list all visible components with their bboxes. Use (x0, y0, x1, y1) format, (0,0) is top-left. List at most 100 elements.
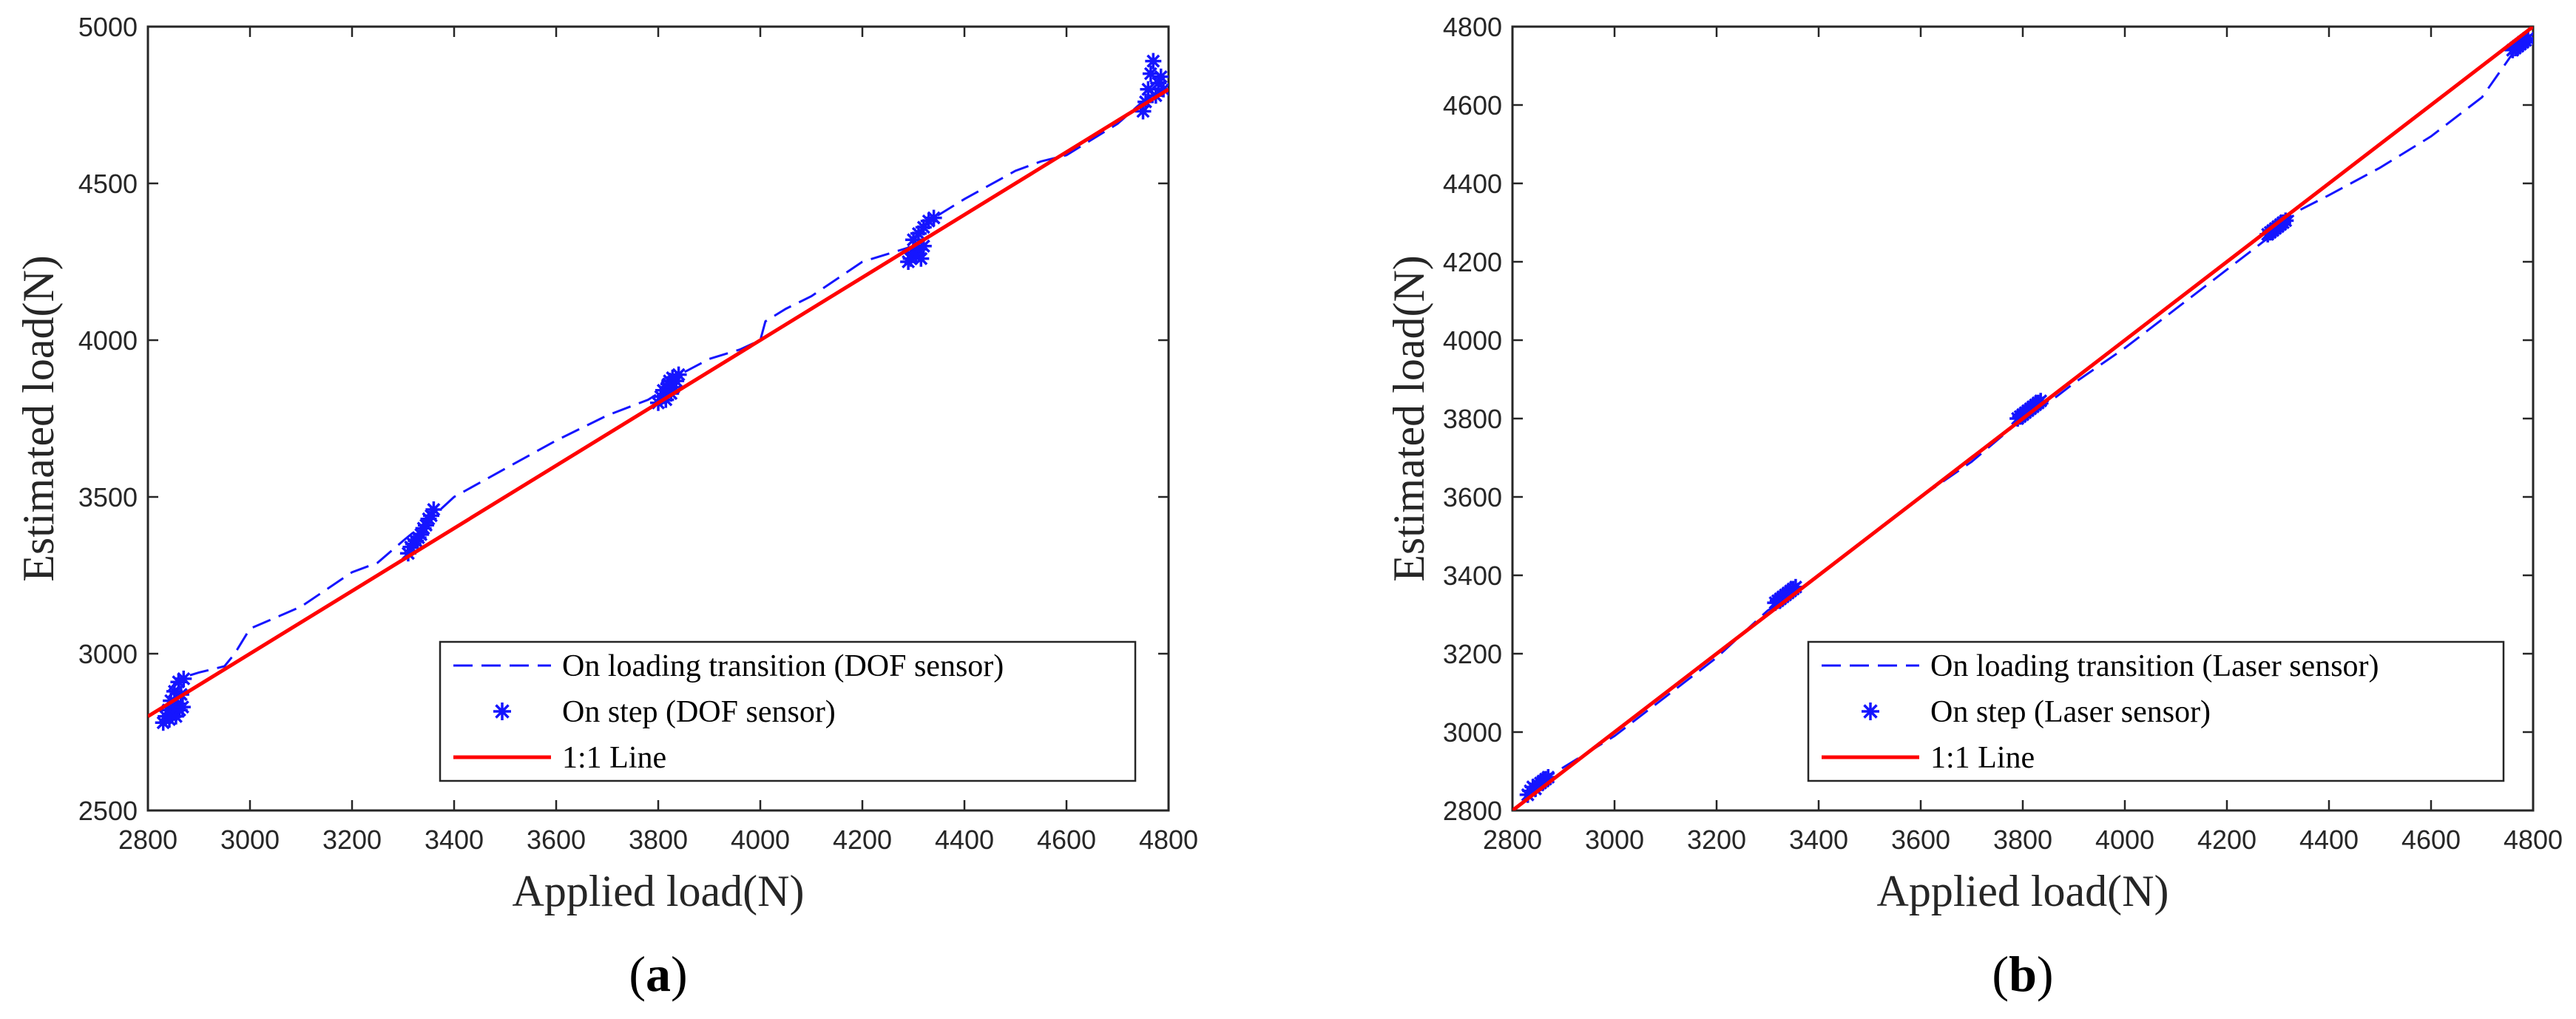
y-tick-label: 4600 (1443, 90, 1502, 121)
x-tick-label: 3000 (1585, 825, 1644, 855)
x-tick-label: 2800 (1483, 825, 1542, 855)
x-tick-label: 4000 (731, 825, 790, 855)
step-point (167, 708, 184, 725)
y-axis-label: Estimated load(N) (1385, 255, 1433, 582)
legend-label: On step (DOF sensor) (562, 695, 836, 729)
y-tick-label: 2500 (78, 796, 138, 826)
data-layer (1512, 27, 2533, 810)
step-point (170, 674, 187, 691)
caption-open-paren: ( (629, 946, 646, 1002)
step-point (161, 711, 178, 728)
step-point (665, 379, 682, 396)
step-point (652, 388, 669, 405)
legend-box (439, 640, 1137, 782)
panel-caption: (a) (629, 946, 687, 1002)
ideal-line (1512, 27, 2533, 810)
x-tick-label: 4200 (833, 825, 892, 855)
legend: On loading transition (Laser sensor) On s… (1807, 640, 2505, 782)
step-point (670, 366, 687, 383)
step-point (413, 526, 430, 543)
step-point (668, 373, 685, 390)
x-axis-label: Applied load(N) (1877, 867, 2169, 915)
ideal-line (148, 87, 1169, 718)
y-tick-label: 3600 (1443, 482, 1502, 512)
step-point (174, 699, 191, 716)
x-tick-label: 4200 (2197, 825, 2256, 855)
step-point (1145, 53, 1162, 70)
x-tick-label: 3200 (1687, 825, 1746, 855)
y-tick-label: 4000 (78, 325, 138, 356)
y-tick-label: 3400 (1443, 561, 1502, 591)
step-point (913, 250, 930, 267)
legend-swatch-marker (1862, 703, 1879, 720)
y-tick-label: 4400 (1443, 169, 1502, 199)
legend-label: On step (Laser sensor) (1930, 695, 2211, 729)
x-tick-label: 3600 (527, 825, 586, 855)
x-tick-label: 3200 (322, 825, 382, 855)
x-tick-label: 4800 (2504, 825, 2563, 855)
step-point (1540, 769, 1557, 785)
legend-label: 1:1 Line (1930, 741, 2035, 775)
step-point (425, 501, 442, 518)
caption-close-paren: ) (671, 946, 688, 1002)
x-tick-label: 4600 (1037, 825, 1096, 855)
step-point (1787, 578, 1804, 595)
step-point (1152, 68, 1169, 85)
step-point (418, 517, 434, 534)
x-tick-label: 4600 (2401, 825, 2461, 855)
panel-caption: (b) (1992, 946, 2053, 1002)
caption-close-paren: ) (2037, 946, 2054, 1002)
legend-swatch-marker (493, 703, 511, 720)
step-point (915, 237, 932, 254)
x-tick-label: 3400 (425, 825, 484, 855)
step-point (2520, 30, 2533, 47)
step-point (169, 695, 186, 712)
legend-label: 1:1 Line (562, 741, 666, 775)
caption-open-paren: ( (1992, 946, 2009, 1002)
step-point (1140, 81, 1157, 98)
step-point (175, 670, 192, 687)
y-tick-label: 3000 (1443, 717, 1502, 748)
y-tick-label: 5000 (78, 12, 138, 42)
step-point (920, 212, 937, 229)
chart-panel-a: 2800 3000 3200 3400 3600 3800 4000 4200 4400 4600… (14, 12, 1198, 1002)
step-point (423, 507, 439, 524)
step-point (1155, 81, 1169, 98)
step-point (399, 545, 416, 562)
x-axis-label: Applied load(N) (513, 867, 805, 915)
legend-box (1807, 640, 2505, 782)
y-tick-label: 4000 (1443, 325, 1502, 356)
chart-panel-b: 2800 3000 3200 3400 3600 3800 4000 4200 4400 4600… (1385, 12, 2563, 1002)
data-layer (148, 53, 1169, 731)
y-tick-label: 4200 (1443, 247, 1502, 277)
y-tick-label: 3500 (78, 482, 138, 512)
y-tick-label: 3800 (1443, 404, 1502, 434)
step-point (2277, 212, 2294, 229)
x-tick-label: 3400 (1789, 825, 1848, 855)
step-point (1142, 65, 1159, 82)
step-point (155, 714, 172, 731)
legend: On loading transition (DOF sensor) On ste… (439, 640, 1137, 782)
step-point (910, 241, 927, 257)
x-tick-label: 3000 (220, 825, 280, 855)
step-point (907, 247, 924, 264)
caption-letter: b (2009, 946, 2037, 1002)
x-tick-label: 2800 (118, 825, 178, 855)
y-tick-label: 2800 (1443, 796, 1502, 826)
legend-label: On loading transition (Laser sensor) (1930, 649, 2379, 683)
x-tick-label: 3600 (1891, 825, 1950, 855)
step-point (166, 683, 183, 700)
y-tick-label: 4500 (78, 169, 138, 199)
y-tick-label: 3000 (78, 639, 138, 669)
y-tick-label: 4800 (1443, 12, 1502, 42)
x-tick-label: 3800 (1993, 825, 2052, 855)
y-axis-label: Estimated load(N) (14, 255, 63, 582)
x-tick-label: 4000 (2095, 825, 2154, 855)
step-point (2032, 393, 2049, 410)
x-tick-label: 4800 (1139, 825, 1198, 855)
x-tick-label: 4400 (2299, 825, 2359, 855)
step-point (1135, 103, 1152, 120)
y-tick-label: 3200 (1443, 639, 1502, 669)
x-tick-label: 3800 (629, 825, 688, 855)
